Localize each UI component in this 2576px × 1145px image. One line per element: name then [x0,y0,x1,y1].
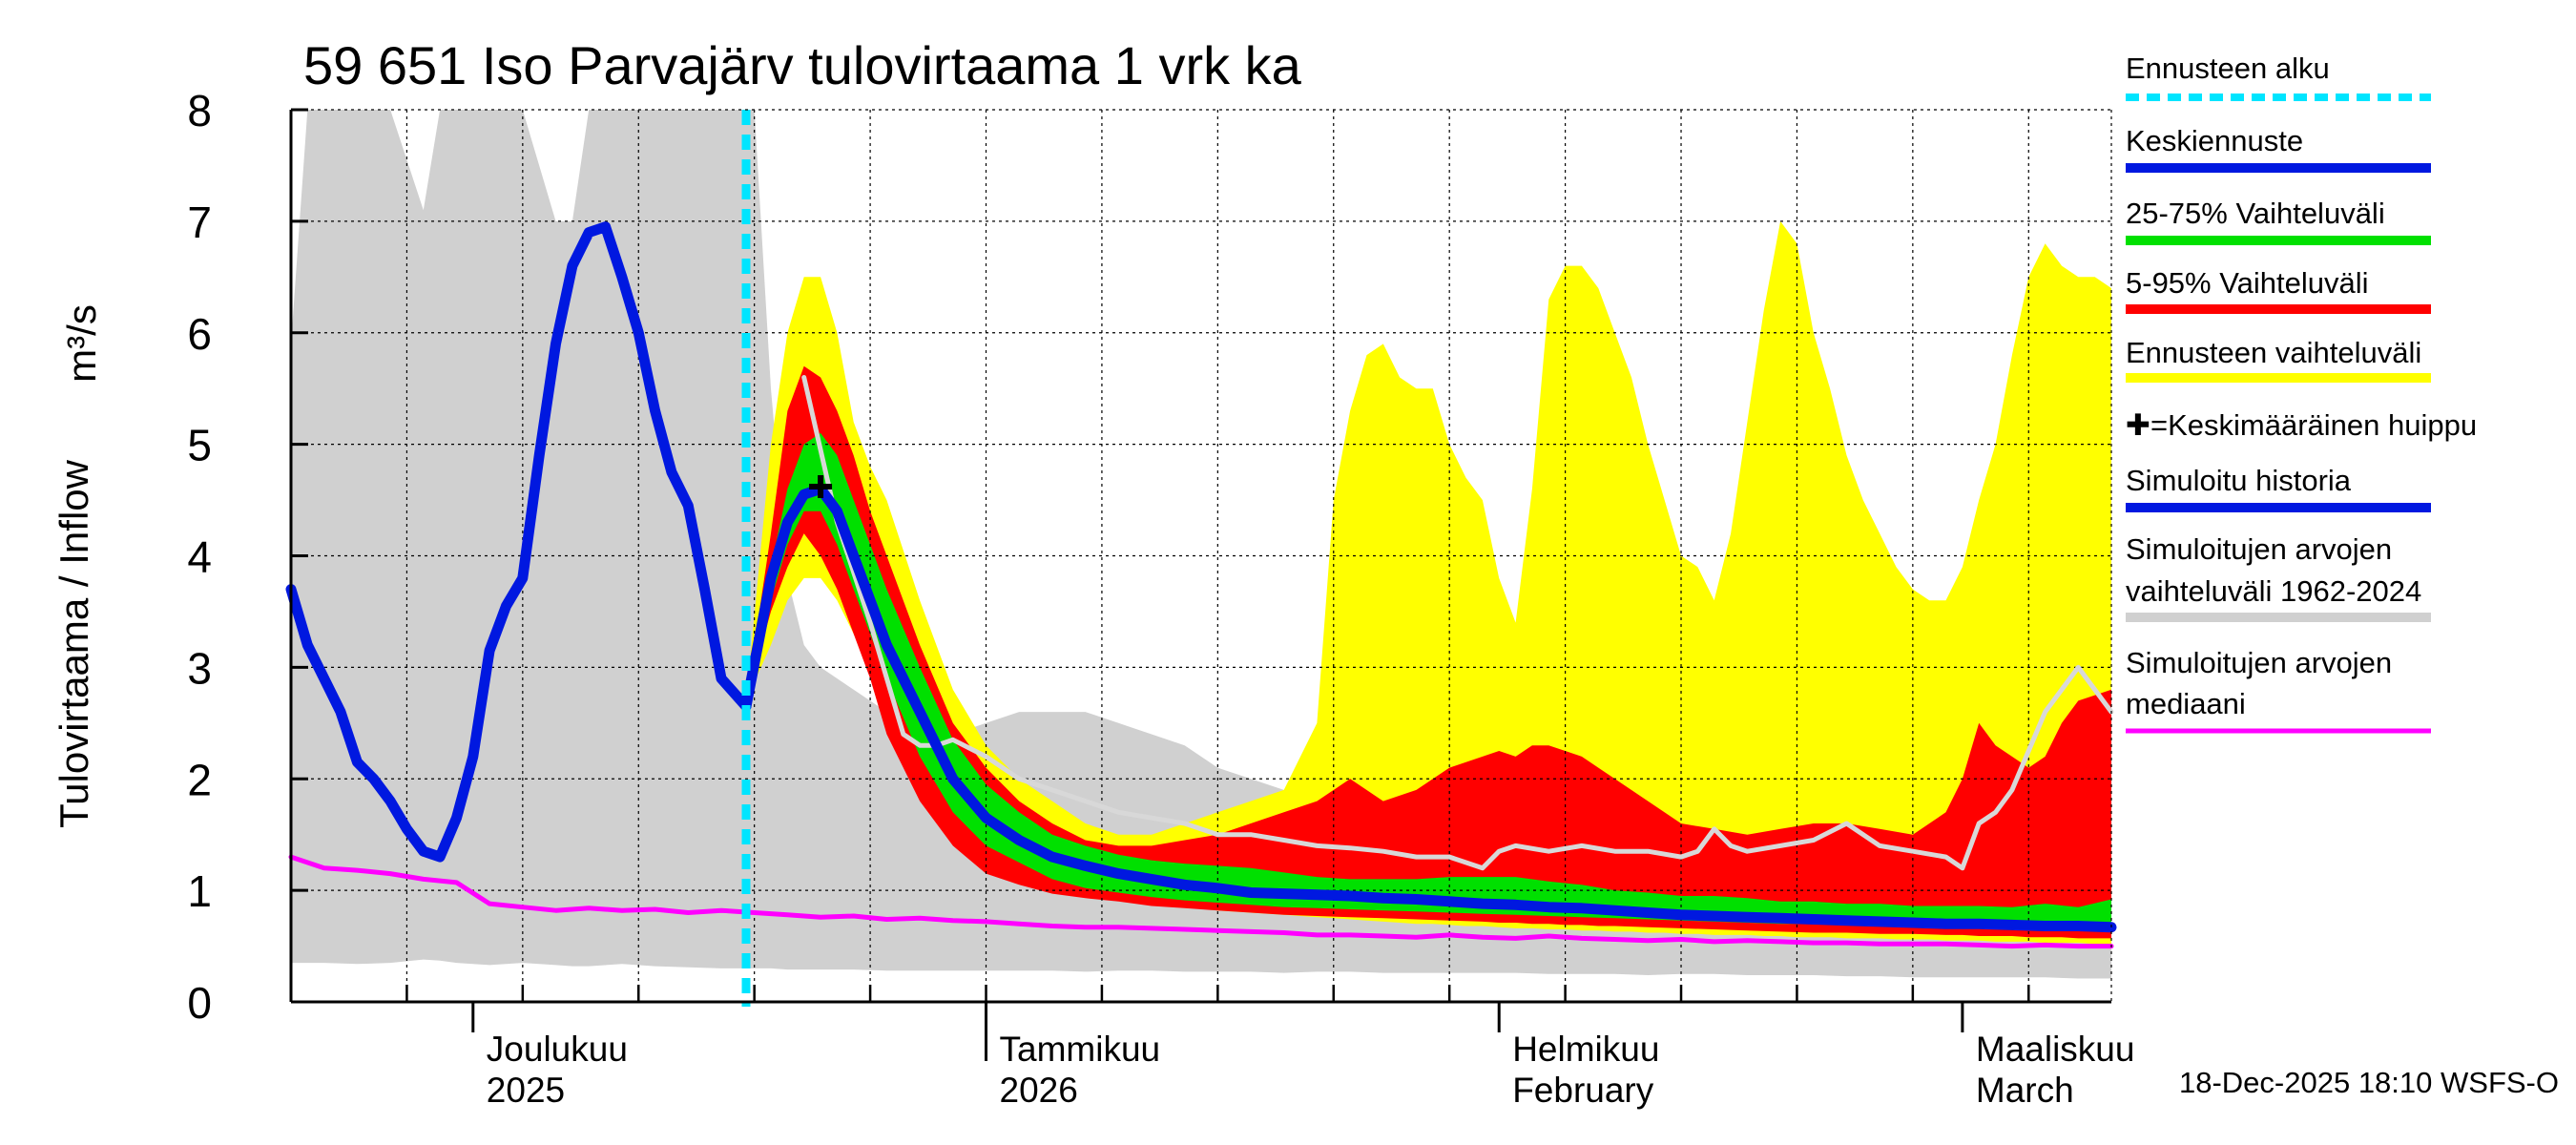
chart-title: 59 651 Iso Parvajärv tulovirtaama 1 vrk … [303,35,1302,95]
y-tick-label-8: 8 [187,86,212,135]
legend-simuloitujen-arvojen-vaihteluv-li-1962-2024-label: Simuloitujen arvojen [2126,532,2392,566]
legend-simuloitu-historia-label: Simuloitu historia [2126,464,2352,497]
x-month-label-tammikuu: Tammikuu [1000,1030,1161,1069]
x-month-label-joulukuu: Joulukuu [487,1030,628,1069]
legend-keskiennuste-label: Keskiennuste [2126,124,2303,157]
legend-ennusteen-alku-label: Ennusteen alku [2126,52,2330,85]
x-month-sublabel-february: February [1512,1071,1654,1110]
legend-5-95-vaihteluv-li-label: 5-95% Vaihteluväli [2126,266,2368,300]
y-axis-label: Tulovirtaama / Inflow [52,459,96,828]
y-tick-label-7: 7 [187,198,212,247]
y-axis-unit: m³/s [59,304,104,383]
band-5-95-vaihteluv-li [746,365,2111,939]
x-month-sublabel-2026: 2026 [1000,1071,1078,1110]
legend-simuloitujen-arvojen-mediaani-label-line2: mediaani [2126,687,2246,720]
y-tick-label-3: 3 [187,643,212,693]
legend-simuloitujen-arvojen-vaihteluv-li-1962-2024-label-line2: vaihteluväli 1962-2024 [2126,574,2421,608]
footer-timestamp: 18-Dec-2025 18:10 WSFS-O [2179,1066,2559,1099]
line-simuloitujen-arvojen-mediaani-forecast-median [801,375,2114,871]
legend-ennusteen-vaihteluv-li-label: Ennusteen vaihteluväli [2126,336,2421,369]
x-month-sublabel-2025: 2025 [487,1071,565,1110]
y-tick-label-5: 5 [187,421,212,470]
legend-keskim-r-inen-huippu-label: ✚=Keskimääräinen huippu [2126,408,2477,442]
y-tick-label-6: 6 [187,309,212,359]
line-simuloitujen-arvojen-mediaani [288,854,2114,949]
legend-simuloitujen-arvojen-mediaani-label: Simuloitujen arvojen [2126,646,2392,679]
y-tick-label-4: 4 [187,532,212,582]
y-tick-label-2: 2 [187,755,212,804]
x-month-sublabel-march: March [1976,1071,2074,1110]
y-tick-label-0: 0 [187,978,212,1028]
legend: Ennusteen alku Keskiennuste 25-75% Vaihtel… [2126,52,2477,734]
grid-lines [291,110,2111,1002]
series-lines [285,110,2117,1007]
y-tick-label-1: 1 [187,866,212,916]
line-keskiennuste [740,483,2117,933]
legend-25-75-vaihteluv-li-label: 25-75% Vaihteluväli [2126,197,2385,230]
mean-peak-marker [809,475,833,499]
forecast-bands [291,110,2111,979]
x-month-label-helmikuu: Helmikuu [1512,1030,1659,1069]
line-simuloitu-historia [285,221,752,863]
x-month-label-maaliskuu: Maaliskuu [1976,1030,2135,1069]
band-ennusteen-vaihteluv-li [746,220,2111,945]
